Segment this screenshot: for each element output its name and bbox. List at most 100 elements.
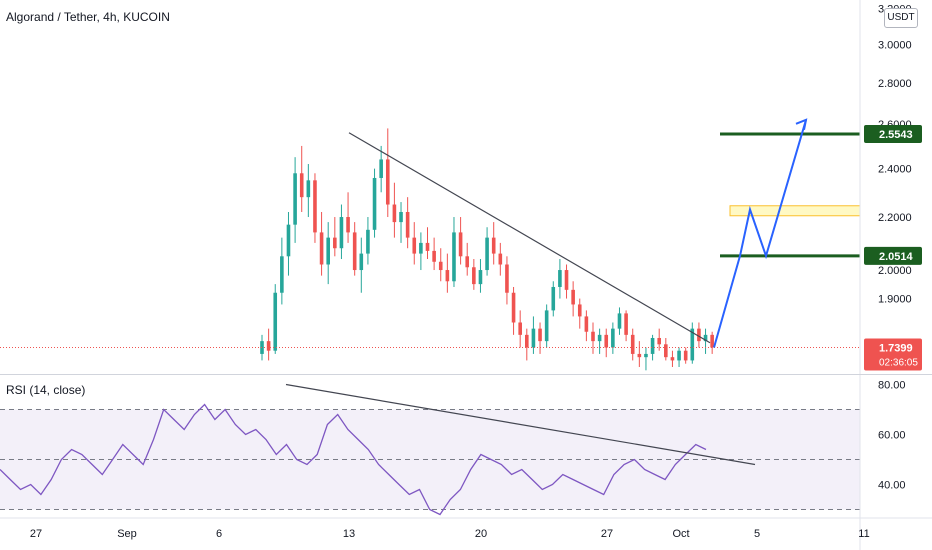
candle-body (366, 229, 370, 254)
time-tick-label: Sep (117, 528, 137, 540)
price-tick-label: 1.9000 (878, 294, 912, 306)
rsi-line (0, 403, 707, 516)
candle-body (584, 316, 589, 332)
time-tick-label: 6 (216, 528, 222, 540)
candle-body (399, 211, 403, 223)
price-trendline (348, 132, 711, 344)
candle-body (280, 256, 284, 293)
rsi-pane[interactable] (0, 383, 860, 516)
price-tick-label: 2.0000 (878, 265, 912, 277)
candle-body (531, 328, 536, 348)
candle-body (432, 250, 436, 262)
candle-body (339, 217, 344, 249)
time-tick-label: 27 (30, 528, 42, 540)
candle-body (597, 334, 602, 342)
candle-body (650, 337, 655, 354)
candle-body (657, 337, 661, 345)
candle-body (412, 237, 417, 254)
candle-body (452, 232, 456, 282)
currency-unit-button[interactable]: USDT (884, 8, 918, 28)
current-price-label: 1.7399 (879, 343, 913, 355)
level-price-label: 2.0514 (879, 251, 914, 263)
candle-body (511, 292, 516, 323)
candle-body (611, 328, 615, 348)
candle-body (703, 334, 708, 342)
candle-body (571, 289, 575, 305)
candle-body (525, 334, 529, 348)
candle-body (326, 237, 330, 265)
rsi-tick-label: 40.00 (878, 480, 906, 492)
candle-body (637, 353, 642, 358)
candle-body (644, 353, 648, 358)
time-tick-label: 13 (343, 528, 355, 540)
time-tick-label: 20 (475, 528, 487, 540)
candle-body (558, 270, 562, 287)
candle-body (505, 264, 509, 293)
candle-body (352, 232, 357, 271)
candle-body (458, 232, 463, 257)
projection-arrowhead (795, 118, 808, 131)
time-tick-label: Oct (672, 528, 689, 540)
candle-body (313, 180, 317, 233)
time-tick-label: 27 (601, 528, 613, 540)
candle-body (286, 224, 291, 257)
bar-countdown-label: 02:36:05 (879, 358, 918, 369)
current-price-label-bg (864, 338, 922, 371)
candle-body (266, 341, 271, 351)
candle-body (624, 313, 628, 335)
rsi-title: RSI (14, close) (6, 383, 86, 397)
price-tick-label: 2.8000 (878, 78, 912, 90)
candle-body (472, 267, 476, 285)
price-pane[interactable] (0, 118, 865, 371)
candle-body (683, 350, 688, 361)
candle-body (564, 270, 569, 290)
candle-body (664, 344, 668, 358)
candle-body (697, 328, 701, 342)
candle-body (359, 253, 364, 271)
candle-body (518, 322, 522, 335)
candle-body (591, 331, 595, 342)
price-tick-label: 3.0000 (878, 40, 912, 52)
candle-body (670, 357, 675, 361)
level-price-label-bg (864, 246, 922, 265)
candle-body (544, 310, 549, 342)
rsi-trendline (285, 383, 756, 466)
price-tick-label: 2.2000 (878, 212, 912, 224)
resistance-zone (729, 205, 860, 217)
level-price-label-bg (864, 124, 922, 143)
candle-body (465, 256, 470, 268)
candle-body (293, 173, 297, 225)
rsi-band-background (0, 409, 860, 510)
candle-body (405, 211, 410, 238)
candle-body (498, 253, 503, 265)
candle-body (385, 159, 390, 205)
candle-body (299, 173, 304, 198)
candle-body (273, 292, 278, 351)
candle-body (319, 232, 324, 265)
projection-path (713, 119, 807, 348)
candle-body (379, 159, 383, 178)
level-price-label: 2.5543 (879, 129, 913, 141)
candle-body (419, 242, 423, 254)
candle-body (372, 177, 377, 230)
candle-body (485, 237, 489, 271)
candle-body (604, 334, 609, 348)
time-tick-label: 5 (754, 528, 760, 540)
candle-body (677, 350, 681, 361)
price-tick-label: 2.4000 (878, 164, 912, 176)
chart-title: Algorand / Tether, 4h, KUCOIN (6, 10, 170, 24)
candle-body (445, 270, 450, 282)
candle-body (478, 270, 483, 285)
candle-body (306, 180, 311, 198)
rsi-tick-label: 80.00 (878, 380, 906, 392)
candle-body (333, 237, 337, 249)
candle-body (577, 304, 582, 317)
candle-body (392, 204, 397, 223)
rsi-tick-label: 60.00 (878, 430, 906, 442)
candle-body (551, 286, 556, 311)
candle-body (630, 334, 635, 354)
candle-body (425, 242, 430, 251)
candle-body (538, 328, 542, 342)
candle-body (438, 261, 443, 271)
